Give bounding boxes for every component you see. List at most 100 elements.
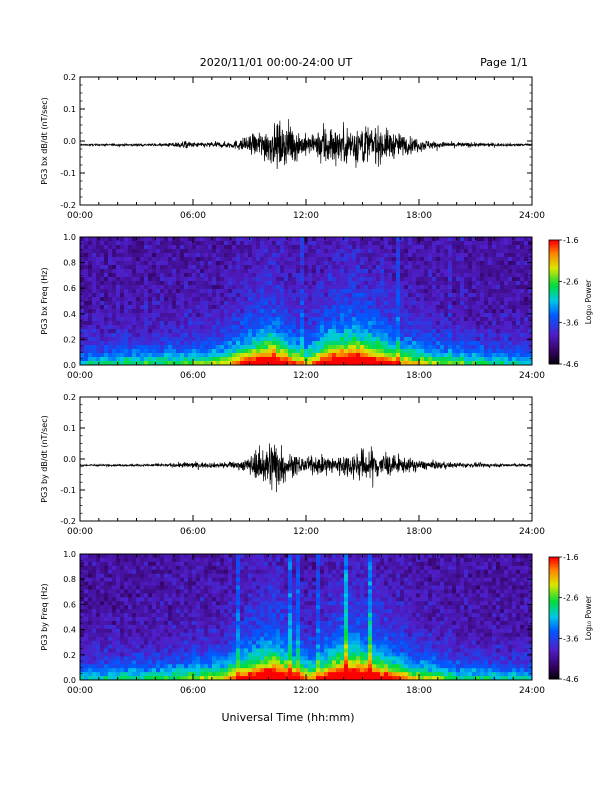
spectrogram-cell	[124, 632, 129, 638]
spectrogram-cell	[348, 349, 353, 354]
spectrogram-cell	[140, 561, 145, 567]
spectrogram-cell	[524, 281, 529, 286]
spectrogram-cell	[324, 345, 329, 350]
spectrogram-cell	[332, 237, 337, 242]
spectrogram-cell	[112, 656, 117, 661]
spectrogram-cell	[428, 253, 433, 258]
spectrogram-cell	[408, 241, 413, 246]
spectrogram-cell	[512, 301, 517, 306]
spectrogram-cell	[204, 249, 209, 254]
spectrogram-cell	[448, 253, 453, 258]
spectrogram-cell	[164, 293, 169, 298]
spectrogram-cell	[224, 257, 229, 262]
spectrogram-cell	[492, 313, 497, 318]
spectrogram-cell	[376, 269, 381, 274]
spectrogram-cell	[184, 285, 189, 290]
spectrogram-cell	[204, 313, 209, 318]
spectrogram-cell	[128, 253, 133, 258]
spectrogram-cell	[348, 297, 353, 302]
spectrogram-cell	[244, 353, 249, 358]
spectrogram-cell	[308, 241, 313, 246]
spectrogram-cell	[280, 361, 285, 366]
spectrogram-cell	[104, 345, 109, 350]
spectrogram-cell	[160, 337, 165, 342]
spectrogram-cell	[252, 257, 257, 262]
colorbar-segment	[549, 349, 559, 353]
spectrogram-cell	[168, 656, 173, 661]
spectrogram-cell	[332, 265, 337, 270]
spectrogram-cell	[136, 297, 141, 302]
spectrogram-cell	[464, 301, 469, 306]
spectrogram-cell	[200, 241, 205, 246]
spectrogram-cell	[376, 245, 381, 250]
spectrogram-cell	[496, 253, 501, 258]
spectrogram-cell	[92, 557, 97, 563]
colorbar-segment	[549, 306, 559, 309]
spectrogram-cell	[188, 557, 193, 563]
spectrogram-cell	[256, 353, 261, 358]
spectrogram-cell	[412, 281, 417, 286]
spectrogram-cell	[284, 269, 289, 274]
spectrogram-cell	[240, 297, 245, 302]
spectrogram-cell	[96, 305, 101, 310]
spectrogram-cell	[292, 337, 297, 342]
colorbar-segment	[549, 297, 559, 301]
spectrogram-cell	[444, 265, 449, 270]
spectrogram-cell	[120, 581, 125, 586]
spectrogram-cell	[96, 644, 101, 649]
spectrogram-cell	[416, 277, 421, 282]
spectrogram-cell	[156, 593, 161, 598]
spectrogram-cell	[120, 648, 125, 653]
spectrogram-cell	[428, 309, 433, 314]
spectrogram-cell	[304, 337, 309, 342]
spectrogram-cell	[396, 361, 401, 366]
spectrogram-cell	[84, 293, 89, 298]
colorbar-segment	[549, 293, 559, 297]
spectrogram-cell	[104, 241, 109, 246]
spectrogram-cell	[460, 293, 465, 298]
spectrogram-cell	[124, 301, 129, 306]
spectrogram-cell	[340, 317, 345, 322]
spectrogram-cell	[188, 597, 193, 602]
spectrogram-cell	[104, 605, 109, 610]
spectrogram-cell	[236, 237, 241, 242]
spectrogram-cell	[144, 660, 149, 665]
spectrogram-cell	[512, 285, 517, 290]
spectrogram-cell	[428, 333, 433, 338]
spectrogram-cell	[200, 357, 205, 362]
spectrogram-cell	[276, 297, 281, 302]
spectrogram-cell	[408, 337, 413, 342]
spectrogram-cell	[116, 241, 121, 246]
spectrogram-cell	[316, 269, 321, 274]
spectrogram-cell	[144, 617, 149, 622]
spectrogram-cell	[156, 561, 161, 567]
spectrogram-cell	[112, 333, 117, 338]
spectrogram-cell	[116, 624, 121, 630]
spectrogram-cell	[436, 357, 441, 362]
spectrogram-cell	[264, 329, 269, 334]
spectrogram-cell	[380, 289, 385, 294]
spectrogram-cell	[240, 293, 245, 298]
spectrogram-cell	[152, 676, 157, 681]
spectrogram-cell	[204, 349, 209, 354]
spectrogram-cell	[520, 329, 525, 334]
spectrogram-cell	[272, 317, 277, 322]
spectrogram-cell	[92, 301, 97, 306]
spectrogram-cell	[240, 333, 245, 338]
spectrogram-cell	[352, 277, 357, 282]
spectrogram-cell	[356, 313, 361, 318]
spectrogram-cell	[80, 341, 85, 346]
spectrogram-cell	[144, 265, 149, 270]
spectrogram-cell	[216, 329, 221, 334]
spectrogram-cell	[324, 309, 329, 314]
spectrogram-cell	[156, 281, 161, 286]
spectrogram-cell	[140, 636, 145, 642]
spectrogram-cell	[100, 589, 105, 594]
spectrogram-cell	[264, 285, 269, 290]
spectrogram-cell	[96, 329, 101, 334]
spectrogram-cell	[244, 345, 249, 350]
spectrogram-cell	[104, 672, 109, 677]
spectrogram-cell	[104, 329, 109, 334]
spectrogram-cell	[300, 353, 305, 358]
spectrogram-cell	[228, 317, 233, 322]
